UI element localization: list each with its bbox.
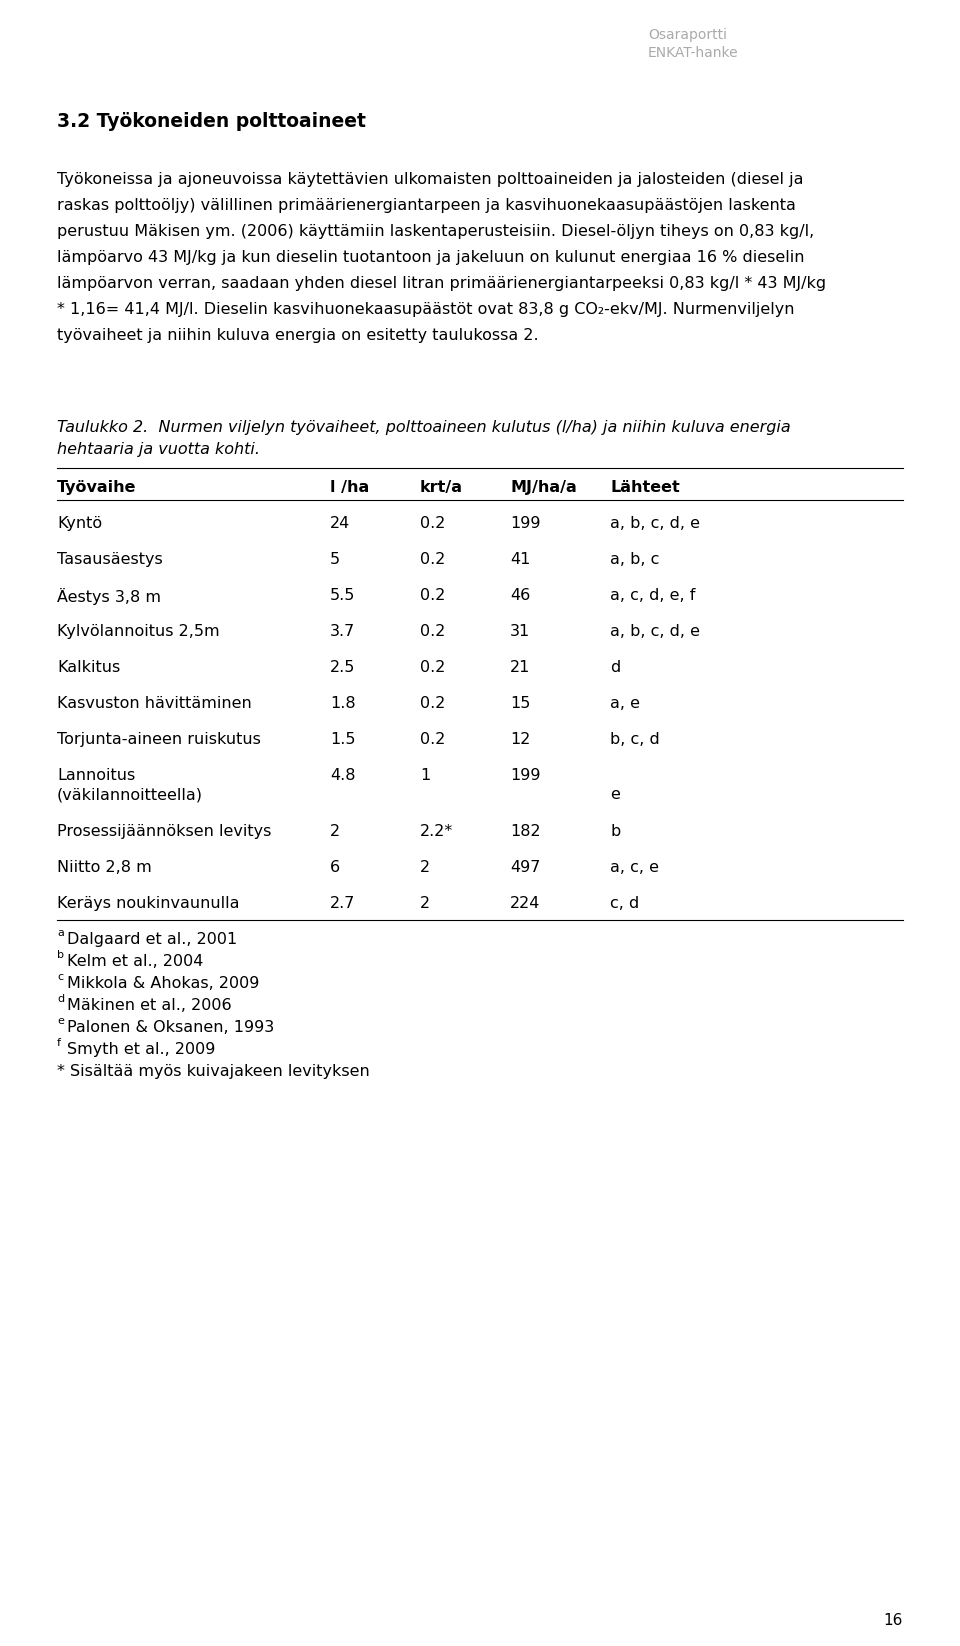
Text: 0.2: 0.2: [420, 551, 445, 566]
Text: 3.7: 3.7: [330, 624, 355, 639]
Text: Niitto 2,8 m: Niitto 2,8 m: [57, 859, 152, 876]
Text: f: f: [57, 1039, 61, 1049]
Text: ENKAT-hanke: ENKAT-hanke: [648, 46, 738, 59]
Text: a, e: a, e: [610, 696, 640, 711]
Text: perustuu Mäkisen ym. (2006) käyttämiin laskentaperusteisiin. Diesel-öljyn tiheys: perustuu Mäkisen ym. (2006) käyttämiin l…: [57, 224, 814, 239]
Text: 0.2: 0.2: [420, 696, 445, 711]
Text: 15: 15: [510, 696, 530, 711]
Text: d: d: [610, 660, 620, 675]
Text: 2.7: 2.7: [330, 895, 355, 910]
Text: 12: 12: [510, 732, 530, 747]
Text: 21: 21: [510, 660, 530, 675]
Text: Kelm et al., 2004: Kelm et al., 2004: [67, 955, 204, 969]
Text: 0.2: 0.2: [420, 660, 445, 675]
Text: Prosessijäännöksen levitys: Prosessijäännöksen levitys: [57, 825, 272, 839]
Text: a, b, c: a, b, c: [610, 551, 660, 566]
Text: c: c: [57, 973, 63, 983]
Text: 24: 24: [330, 515, 350, 532]
Text: 31: 31: [510, 624, 530, 639]
Text: l /ha: l /ha: [330, 481, 370, 495]
Text: b: b: [57, 950, 64, 960]
Text: 5.5: 5.5: [330, 588, 355, 602]
Text: 199: 199: [510, 515, 540, 532]
Text: lämpöarvo 43 MJ/kg ja kun dieselin tuotantoon ja jakeluun on kulunut energiaa 16: lämpöarvo 43 MJ/kg ja kun dieselin tuota…: [57, 250, 804, 265]
Text: Työvaihe: Työvaihe: [57, 481, 136, 495]
Text: työvaiheet ja niihin kuluva energia on esitetty taulukossa 2.: työvaiheet ja niihin kuluva energia on e…: [57, 328, 539, 342]
Text: b, c, d: b, c, d: [610, 732, 660, 747]
Text: 2.5: 2.5: [330, 660, 355, 675]
Text: Lannoitus: Lannoitus: [57, 769, 135, 783]
Text: a, b, c, d, e: a, b, c, d, e: [610, 624, 700, 639]
Text: e: e: [610, 787, 620, 802]
Text: Osaraportti: Osaraportti: [648, 28, 727, 43]
Text: lämpöarvon verran, saadaan yhden diesel litran primäärienergiantarpeeksi 0,83 kg: lämpöarvon verran, saadaan yhden diesel …: [57, 277, 827, 291]
Text: 0.2: 0.2: [420, 588, 445, 602]
Text: 46: 46: [510, 588, 530, 602]
Text: Äestys 3,8 m: Äestys 3,8 m: [57, 588, 161, 606]
Text: 497: 497: [510, 859, 540, 876]
Text: c, d: c, d: [610, 895, 639, 910]
Text: 2: 2: [420, 895, 430, 910]
Text: 2.2*: 2.2*: [420, 825, 453, 839]
Text: Taulukko 2.  Nurmen viljelyn työvaiheet, polttoaineen kulutus (l/ha) ja niihin k: Taulukko 2. Nurmen viljelyn työvaiheet, …: [57, 420, 791, 435]
Text: 182: 182: [510, 825, 540, 839]
Text: Mäkinen et al., 2006: Mäkinen et al., 2006: [67, 997, 231, 1012]
Text: Tasausäestys: Tasausäestys: [57, 551, 163, 566]
Text: * 1,16= 41,4 MJ/l. Dieselin kasvihuonekaasupäästöt ovat 83,8 g CO₂-ekv/MJ. Nurme: * 1,16= 41,4 MJ/l. Dieselin kasvihuoneka…: [57, 301, 795, 318]
Text: 1.8: 1.8: [330, 696, 355, 711]
Text: Mikkola & Ahokas, 2009: Mikkola & Ahokas, 2009: [67, 976, 259, 991]
Text: 0.2: 0.2: [420, 732, 445, 747]
Text: Kylvölannoitus 2,5m: Kylvölannoitus 2,5m: [57, 624, 220, 639]
Text: * Sisältää myös kuivajakeen levityksen: * Sisältää myös kuivajakeen levityksen: [57, 1063, 370, 1080]
Text: 224: 224: [510, 895, 540, 910]
Text: Keräys noukinvaunulla: Keräys noukinvaunulla: [57, 895, 239, 910]
Text: 3.2 Työkoneiden polttoaineet: 3.2 Työkoneiden polttoaineet: [57, 112, 366, 132]
Text: 2: 2: [420, 859, 430, 876]
Text: 1: 1: [420, 769, 430, 783]
Text: a, c, d, e, f: a, c, d, e, f: [610, 588, 695, 602]
Text: e: e: [57, 1016, 64, 1025]
Text: 5: 5: [330, 551, 340, 566]
Text: a: a: [57, 928, 64, 938]
Text: raskas polttoöljy) välillinen primäärienergiantarpeen ja kasvihuonekaasupäästöje: raskas polttoöljy) välillinen primäärien…: [57, 198, 796, 212]
Text: 0.2: 0.2: [420, 515, 445, 532]
Text: Työkoneissa ja ajoneuvoissa käytettävien ulkomaisten polttoaineiden ja jalosteid: Työkoneissa ja ajoneuvoissa käytettävien…: [57, 171, 804, 188]
Text: b: b: [610, 825, 620, 839]
Text: 16: 16: [883, 1613, 903, 1628]
Text: 6: 6: [330, 859, 340, 876]
Text: MJ/ha/a: MJ/ha/a: [510, 481, 577, 495]
Text: d: d: [57, 994, 64, 1004]
Text: Lähteet: Lähteet: [610, 481, 680, 495]
Text: krt/a: krt/a: [420, 481, 463, 495]
Text: Palonen & Oksanen, 1993: Palonen & Oksanen, 1993: [67, 1021, 275, 1035]
Text: a, c, e: a, c, e: [610, 859, 659, 876]
Text: Torjunta-aineen ruiskutus: Torjunta-aineen ruiskutus: [57, 732, 261, 747]
Text: Kasvuston hävittäminen: Kasvuston hävittäminen: [57, 696, 252, 711]
Text: 41: 41: [510, 551, 530, 566]
Text: Smyth et al., 2009: Smyth et al., 2009: [67, 1042, 215, 1057]
Text: (väkilannoitteella): (väkilannoitteella): [57, 787, 203, 802]
Text: 0.2: 0.2: [420, 624, 445, 639]
Text: Kalkitus: Kalkitus: [57, 660, 120, 675]
Text: Kyntö: Kyntö: [57, 515, 102, 532]
Text: 1.5: 1.5: [330, 732, 355, 747]
Text: 4.8: 4.8: [330, 769, 355, 783]
Text: 2: 2: [330, 825, 340, 839]
Text: hehtaaria ja vuotta kohti.: hehtaaria ja vuotta kohti.: [57, 443, 260, 458]
Text: 199: 199: [510, 769, 540, 783]
Text: a, b, c, d, e: a, b, c, d, e: [610, 515, 700, 532]
Text: Dalgaard et al., 2001: Dalgaard et al., 2001: [67, 932, 237, 946]
